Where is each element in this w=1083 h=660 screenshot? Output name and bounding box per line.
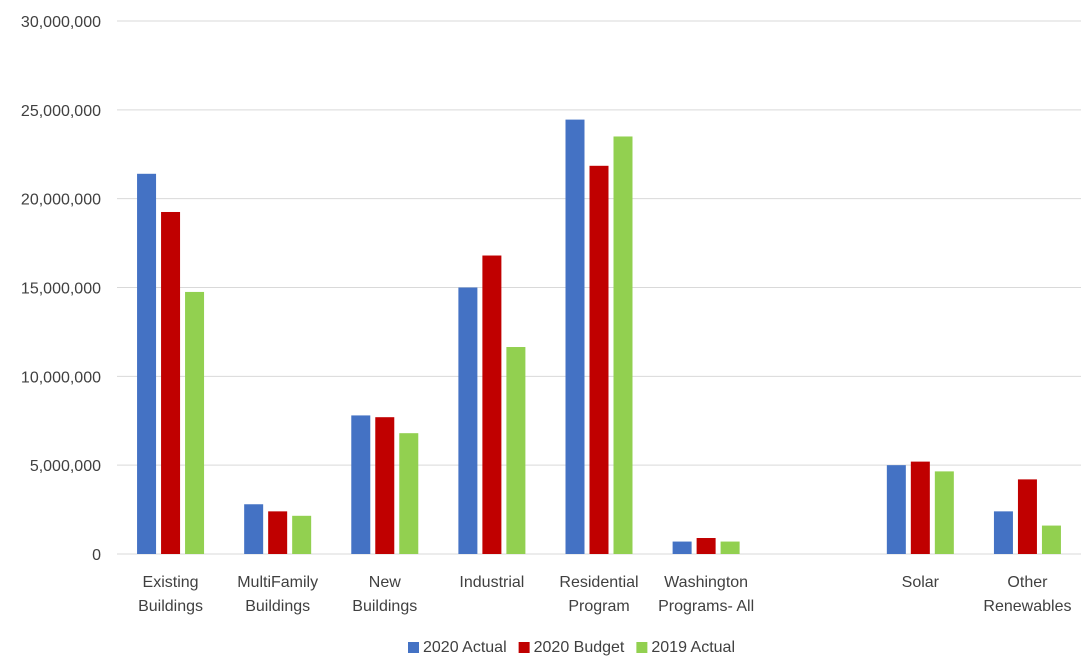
- bar: [934, 471, 954, 554]
- y-tick-label: 20,000,000: [21, 192, 101, 209]
- y-tick-label: 0: [92, 547, 101, 564]
- y-tick-label: 5,000,000: [30, 458, 101, 475]
- bar: [482, 255, 502, 554]
- legend-label: 2020 Actual: [423, 639, 507, 656]
- bar: [137, 173, 157, 554]
- bar: [672, 541, 692, 554]
- bar: [185, 291, 205, 554]
- bar: [589, 165, 609, 554]
- x-category-label: Buildings: [245, 598, 310, 615]
- x-category-label: Other: [1007, 574, 1048, 591]
- bar: [375, 417, 395, 554]
- bar: [613, 136, 633, 554]
- x-category-label: Residential: [559, 574, 638, 591]
- bar: [244, 504, 264, 554]
- x-category-label: Washington: [664, 574, 748, 591]
- x-category-label: Industrial: [459, 574, 524, 591]
- x-category-label: Renewables: [983, 598, 1071, 615]
- bar: [886, 465, 906, 554]
- bars: [137, 119, 1061, 554]
- bar: [399, 433, 419, 554]
- x-category-label: Existing: [143, 574, 199, 591]
- bar: [720, 541, 740, 554]
- bar: [351, 415, 371, 554]
- x-category-label: MultiFamily: [237, 574, 318, 591]
- bar: [506, 347, 526, 554]
- legend-label: 2019 Actual: [651, 639, 735, 656]
- legend-swatch: [636, 642, 648, 653]
- x-category-label: Buildings: [352, 598, 417, 615]
- bar: [161, 211, 181, 554]
- legend-swatch: [408, 642, 419, 653]
- x-category-label: Buildings: [138, 598, 203, 615]
- x-category-label: Solar: [902, 574, 940, 591]
- bar: [458, 287, 478, 554]
- y-tick-label: 10,000,000: [21, 369, 101, 386]
- y-tick-label: 30,000,000: [21, 14, 101, 31]
- bar: [1041, 525, 1061, 554]
- bar: [696, 538, 716, 554]
- bar: [1017, 479, 1037, 554]
- y-axis-ticks: 0 5,000,000 10,000,000 15,000,000 20,000,000…: [21, 14, 101, 564]
- x-category-label: Program: [568, 598, 629, 615]
- bar: [910, 461, 930, 554]
- bar: [565, 119, 585, 554]
- legend[interactable]: 2020 Actual 2020 Budget 2019 Actual: [408, 639, 735, 656]
- bar: [268, 511, 288, 554]
- y-tick-label: 15,000,000: [21, 281, 101, 298]
- legend-label: 2020 Budget: [534, 639, 625, 656]
- bar: [993, 511, 1013, 554]
- bar: [292, 515, 312, 554]
- x-category-label: Programs- All: [658, 598, 754, 615]
- legend-swatch: [518, 642, 530, 653]
- x-category-label: New: [369, 574, 401, 591]
- x-axis-categories: Existing Buildings MultiFamily Buildings New…: [138, 574, 1071, 615]
- y-tick-label: 25,000,000: [21, 103, 101, 120]
